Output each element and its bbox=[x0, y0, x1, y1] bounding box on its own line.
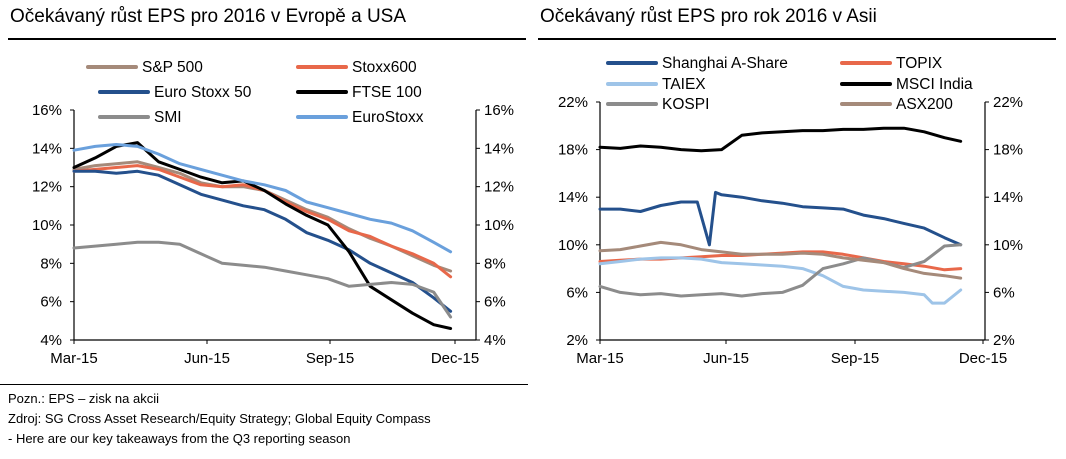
left-y-tick-label: 4% bbox=[40, 332, 62, 349]
right-legend-label: MSCI India bbox=[896, 76, 973, 93]
left-x-tick-label: Dec-15 bbox=[431, 350, 479, 367]
right-y-tick-label-right: 14% bbox=[993, 189, 1023, 206]
note-source: Zdroj: SG Cross Asset Research/Equity St… bbox=[8, 411, 431, 426]
right-y-tick-label: 2% bbox=[566, 332, 588, 349]
right-y-tick-label: 14% bbox=[558, 189, 588, 206]
right-chart-title: Očekávaný růst EPS pro rok 2016 v Asii bbox=[540, 6, 877, 27]
left-legend-label: S&P 500 bbox=[142, 59, 203, 76]
right-legend-label: ASX200 bbox=[896, 96, 953, 113]
left-y-tick-label-right: 6% bbox=[484, 294, 506, 311]
left-y-tick-label-right: 10% bbox=[484, 217, 514, 234]
footer-rule bbox=[0, 384, 528, 385]
left-x-tick-label: Jun-15 bbox=[184, 350, 230, 367]
left-title-rule bbox=[8, 38, 526, 40]
right-series-line bbox=[598, 256, 963, 305]
right-series-line bbox=[598, 126, 963, 153]
left-legend-label: EuroStoxx bbox=[352, 109, 424, 126]
right-legend-label: TAIEX bbox=[662, 76, 706, 93]
right-x-tick-label: Dec-15 bbox=[959, 350, 1007, 367]
right-legend-label: TOPIX bbox=[896, 55, 943, 72]
left-y-tick-label-right: 16% bbox=[484, 102, 514, 119]
left-series-line bbox=[72, 160, 453, 273]
right-x-tick-label: Jun-15 bbox=[703, 350, 749, 367]
left-legend-label: SMI bbox=[154, 109, 182, 126]
left-y-tick-label: 8% bbox=[40, 255, 62, 272]
left-chart-title: Očekávaný růst EPS pro 2016 v Evropě a U… bbox=[10, 6, 407, 27]
right-y-tick-label: 18% bbox=[558, 142, 588, 159]
right-y-tick-label-right: 6% bbox=[993, 284, 1015, 301]
left-y-tick-label-right: 12% bbox=[484, 179, 514, 196]
left-series-line bbox=[72, 164, 453, 279]
left-legend-label: FTSE 100 bbox=[352, 84, 422, 101]
left-y-tick-label: 10% bbox=[32, 217, 62, 234]
right-y-tick-label-right: 2% bbox=[993, 332, 1015, 349]
right-y-tick-label: 22% bbox=[558, 94, 588, 111]
right-title-rule bbox=[538, 38, 1056, 40]
left-legend-label: Euro Stoxx 50 bbox=[154, 84, 252, 101]
right-legend-label: Shanghai A-Share bbox=[662, 55, 788, 72]
left-series-line bbox=[72, 240, 453, 319]
right-y-tick-label-right: 18% bbox=[993, 142, 1023, 159]
note-definition: Pozn.: EPS – zisk na akcii bbox=[8, 391, 160, 406]
right-y-tick-label-right: 10% bbox=[993, 237, 1023, 254]
right-y-tick-label-right: 22% bbox=[993, 94, 1023, 111]
left-x-tick-label: Sep-15 bbox=[306, 350, 354, 367]
right-y-tick-label: 10% bbox=[558, 237, 588, 254]
note-takeaways: - Here are our key takeaways from the Q3… bbox=[8, 431, 351, 446]
left-legend-label: Stoxx600 bbox=[352, 59, 417, 76]
left-x-tick-label: Mar-15 bbox=[50, 350, 98, 367]
left-series-line bbox=[72, 141, 453, 330]
left-y-tick-label: 12% bbox=[32, 179, 62, 196]
left-y-tick-label-right: 8% bbox=[484, 255, 506, 272]
right-y-tick-label: 6% bbox=[566, 284, 588, 301]
right-x-tick-label: Sep-15 bbox=[831, 350, 879, 367]
right-legend-label: KOSPI bbox=[662, 96, 709, 113]
left-y-tick-label: 6% bbox=[40, 294, 62, 311]
left-y-tick-label: 16% bbox=[32, 102, 62, 119]
right-series-line bbox=[598, 240, 963, 280]
left-series-line bbox=[72, 169, 453, 313]
left-y-tick-label-right: 4% bbox=[484, 332, 506, 349]
left-y-tick-label-right: 14% bbox=[484, 140, 514, 157]
left-series-line bbox=[72, 143, 453, 254]
right-series-line bbox=[598, 190, 963, 247]
right-x-tick-label: Mar-15 bbox=[576, 350, 624, 367]
left-y-tick-label: 14% bbox=[32, 140, 62, 157]
